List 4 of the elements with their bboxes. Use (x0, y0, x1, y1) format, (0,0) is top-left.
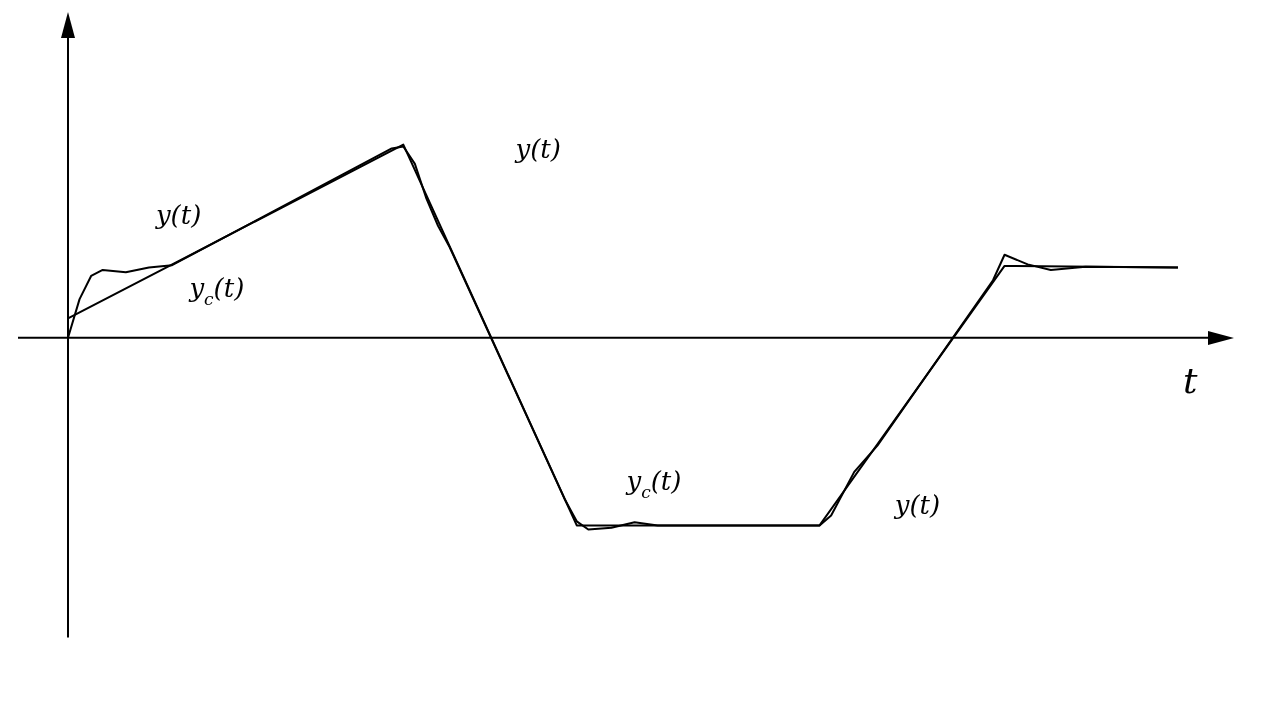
x-axis-title: t (1183, 359, 1198, 401)
series-label: y(t) (154, 199, 202, 230)
annotation: y(t) (893, 489, 941, 520)
annotation: y(t) (514, 134, 561, 165)
